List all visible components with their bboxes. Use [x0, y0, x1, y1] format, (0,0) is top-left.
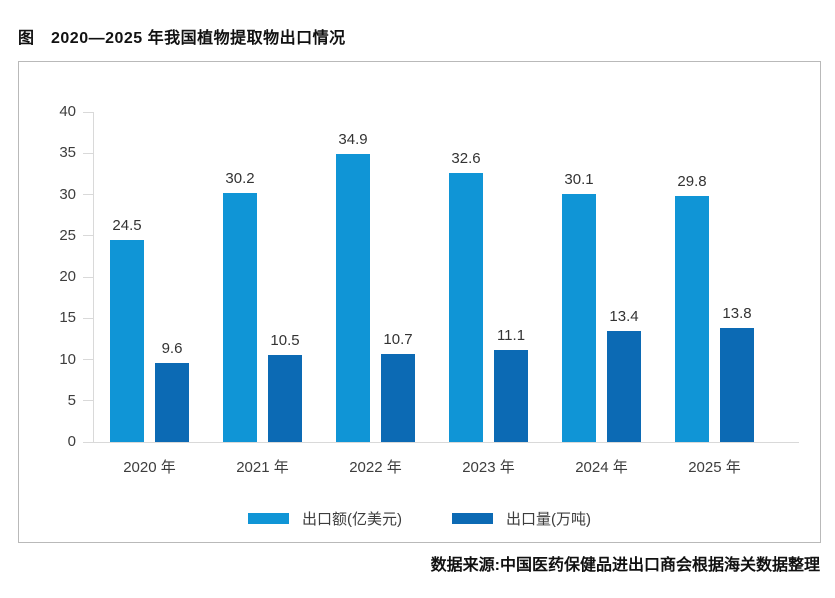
y-axis-tick-label: 5	[67, 391, 76, 409]
x-axis-category-label: 2023 年	[462, 459, 515, 476]
chart-legend: 出口额(亿美元) 出口量(万吨)	[19, 508, 820, 529]
export-value-bar: 30.1	[562, 171, 596, 442]
bar-group: 30.2 10.5	[223, 112, 302, 442]
y-axis-tick-label: 30	[59, 185, 76, 203]
bar-group: 29.8 13.8	[675, 112, 754, 442]
export-value-bar: 34.9	[336, 131, 370, 442]
bar-group: 24.5 9.6	[110, 112, 189, 442]
y-axis-tick	[83, 359, 94, 360]
export-value-bar: 32.6	[449, 150, 483, 442]
bar-value-label: 30.2	[225, 169, 255, 187]
y-axis-tick-label: 15	[59, 309, 76, 327]
x-axis-category-label: 2024 年	[575, 459, 628, 476]
bar-value-label: 13.8	[722, 305, 752, 323]
legend-swatch	[248, 513, 289, 524]
y-axis-tick-label: 20	[59, 268, 76, 285]
bar-value-label: 34.9	[338, 131, 368, 149]
bar-value-label: 10.5	[270, 332, 300, 350]
x-axis-category-label: 2021 年	[236, 459, 289, 476]
y-axis-tick	[83, 317, 94, 319]
export-value-bar: 30.2	[223, 170, 257, 442]
y-axis-tick	[83, 441, 94, 443]
y-axis-tick	[83, 235, 94, 237]
export-volume-bar: 13.4	[607, 308, 641, 442]
y-axis-tick	[83, 111, 94, 113]
legend-entry: 出口量(万吨)	[452, 508, 591, 529]
export-volume-bar: 11.1	[494, 327, 528, 442]
legend-label: 出口额(亿美元)	[302, 511, 402, 528]
bar-value-label: 9.6	[161, 339, 183, 357]
y-axis-tick-label: 35	[59, 144, 76, 162]
figure-title: 图 2020—2025 年我国植物提取物出口情况	[18, 30, 346, 47]
bar-value-label: 29.8	[677, 173, 707, 191]
export-volume-bar: 9.6	[155, 340, 189, 442]
x-axis-category-label: 2025 年	[688, 459, 741, 476]
y-axis-tick	[83, 194, 94, 195]
bar-group: 32.6 11.1	[449, 112, 528, 442]
y-axis-tick-label: 10	[59, 350, 76, 368]
bar-value-label: 11.1	[496, 327, 526, 345]
legend-label: 出口量(万吨)	[506, 511, 591, 528]
export-volume-bar: 13.8	[720, 305, 754, 442]
bar-group: 30.1 13.4	[562, 112, 641, 442]
bar-value-label: 13.4	[609, 308, 639, 326]
bar-value-label: 30.1	[564, 170, 594, 188]
legend-entry: 出口额(亿美元)	[248, 508, 402, 529]
export-value-bar: 24.5	[110, 217, 144, 442]
legend-swatch	[452, 513, 493, 524]
plot-area: 0 5 10 15 20 25 30 35 40 24.5 9.6 2020 年 30.2 10.5 202…	[59, 103, 799, 476]
x-axis-category-label: 2020 年	[123, 459, 176, 476]
bar-value-label: 24.5	[112, 216, 142, 234]
y-axis-tick-label: 0	[67, 433, 76, 450]
bar-group: 34.9 10.7	[336, 112, 415, 442]
y-axis-tick	[83, 276, 94, 278]
bar-value-label: 10.7	[383, 330, 413, 348]
export-volume-bar: 10.5	[268, 332, 302, 442]
data-source-note: 数据来源:中国医药保健品进出口商会根据海关数据整理	[430, 557, 820, 574]
y-axis-tick-label: 40	[59, 103, 76, 120]
export-volume-bar: 10.7	[381, 331, 415, 442]
export-value-bar: 29.8	[675, 173, 709, 442]
y-axis-tick	[83, 152, 94, 154]
x-axis-category-label: 2022 年	[349, 459, 402, 476]
y-axis-tick-label: 25	[59, 226, 76, 244]
chart-container: 0 5 10 15 20 25 30 35 40 24.5 9.6 2020 年 30.2 10.5 202…	[18, 61, 821, 543]
bar-value-label: 32.6	[451, 150, 481, 167]
y-axis-tick	[83, 400, 94, 402]
